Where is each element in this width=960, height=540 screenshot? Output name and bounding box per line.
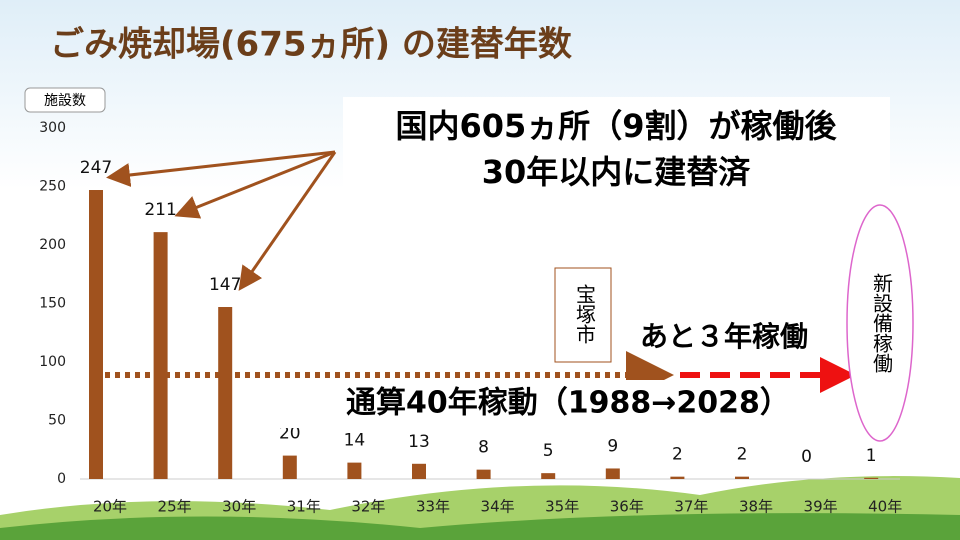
x-tick-label: 39年 <box>804 498 838 516</box>
y-tick-label: 0 <box>57 471 66 487</box>
x-tick-label: 38年 <box>739 498 773 516</box>
x-tick-label: 32年 <box>351 498 385 516</box>
y-label-box <box>24 87 106 113</box>
bar <box>218 307 233 479</box>
bar <box>864 477 879 479</box>
y-tick-label: 250 <box>39 179 66 195</box>
data-label: 2 <box>672 445 683 465</box>
data-label: 8 <box>478 438 489 458</box>
data-label: 13 <box>408 432 430 452</box>
data-label: 9 <box>607 436 618 456</box>
data-label: 247 <box>80 158 112 178</box>
bar <box>735 476 749 479</box>
bar <box>347 462 362 479</box>
callout-box <box>343 97 890 195</box>
bar <box>605 468 620 479</box>
city-box <box>554 267 612 363</box>
bar <box>282 455 297 479</box>
x-tick-label: 20年 <box>93 498 127 516</box>
x-tick-label: 33年 <box>416 498 450 516</box>
annotation: 宝塚市 <box>573 284 597 344</box>
chart-title: ごみ焼却場(675ヵ所) の建替年数 <box>50 25 572 65</box>
y-tick-label: 100 <box>39 354 66 370</box>
annotation: 国内605ヵ所（9割）が稼働後 <box>395 107 837 145</box>
x-tick-label: 37年 <box>674 498 708 516</box>
annotation: 通算40年稼動（1988→2028） <box>346 386 790 421</box>
data-label: 2 <box>737 445 748 465</box>
data-label: 0 <box>801 447 812 467</box>
y-axis-label: 施設数 <box>44 93 86 109</box>
arrow <box>106 150 336 187</box>
x-tick-label: 31年 <box>287 498 321 516</box>
x-tick-label: 35年 <box>545 498 579 516</box>
arrow <box>174 150 336 219</box>
hill <box>0 513 960 540</box>
data-label: 14 <box>344 431 366 451</box>
x-tick-label: 30年 <box>222 498 256 516</box>
x-tick-label: 40年 <box>868 498 902 516</box>
x-tick-label: 34年 <box>481 498 515 516</box>
x-tick-label: 25年 <box>158 498 192 516</box>
label-box <box>252 380 812 428</box>
y-tick-label: 150 <box>39 296 66 312</box>
y-tick-label: 50 <box>48 413 66 429</box>
annotation: 30年以内に建替済 <box>482 153 752 191</box>
data-label: 211 <box>144 200 176 220</box>
y-tick-label: 200 <box>39 237 66 253</box>
data-label: 5 <box>543 441 554 461</box>
data-label: 147 <box>209 275 241 295</box>
annotation: あと３年稼働 <box>640 320 808 353</box>
highlight-ellipse <box>846 204 914 442</box>
arrow <box>238 151 337 291</box>
x-tick-label: 36年 <box>610 498 644 516</box>
y-tick-label: 300 <box>39 120 66 136</box>
bar <box>153 232 168 479</box>
bar <box>89 190 103 479</box>
annotation: 新設備稼働 <box>870 273 894 373</box>
bar <box>541 473 556 479</box>
data-label: 20 <box>279 424 301 444</box>
bar <box>412 463 426 479</box>
data-label: 1 <box>866 446 877 466</box>
bar <box>670 476 685 479</box>
bar <box>476 469 491 479</box>
